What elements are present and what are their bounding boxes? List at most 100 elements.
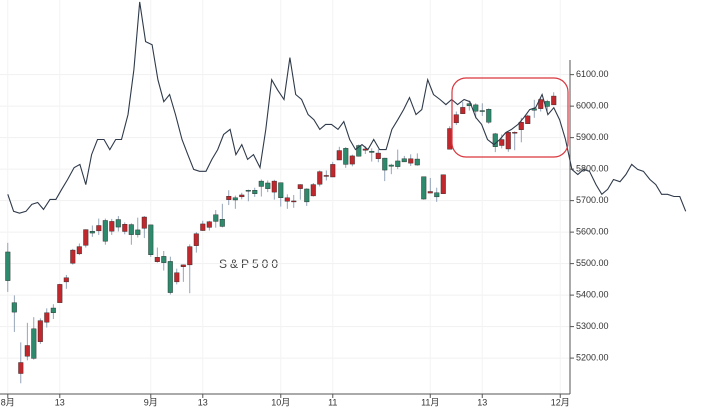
candle-body (473, 104, 479, 112)
candle-body (505, 132, 511, 150)
y-tick-label: 5300.00 (576, 321, 609, 331)
candle-body (167, 261, 173, 293)
candle-body (369, 150, 375, 153)
candle-body (375, 152, 381, 159)
y-tick-label: 5700.00 (576, 195, 609, 205)
candle-body (187, 246, 193, 266)
candle-body (401, 158, 407, 163)
x-tick-label: 10月 (271, 397, 290, 407)
candle-body (310, 184, 316, 197)
x-tick-label: 8月 (1, 397, 15, 407)
candle-body (232, 197, 238, 201)
candle-body (304, 188, 310, 203)
candle-body (37, 320, 43, 342)
y-tick-label: 5800.00 (576, 164, 609, 174)
x-tick-label: 12月 (551, 397, 570, 407)
candle-body (499, 139, 505, 146)
candle-body (50, 307, 56, 313)
candle-body (174, 272, 180, 283)
candle-body (512, 132, 518, 134)
candle-body (109, 221, 115, 232)
candle-body (135, 229, 141, 235)
candle-body (297, 184, 303, 189)
candle-body (161, 256, 167, 263)
candle-body (128, 224, 134, 235)
candle-body (479, 110, 485, 112)
annotation: S&P500 (219, 257, 281, 271)
candle-body (323, 175, 329, 177)
candle-body (538, 99, 544, 109)
y-tick-label: 5200.00 (576, 352, 609, 362)
candle-body (343, 148, 349, 165)
candle-body (421, 176, 427, 200)
candle-body (447, 128, 453, 150)
candle-body (440, 174, 446, 194)
candle-body (180, 264, 186, 267)
candle-body (18, 362, 24, 374)
candle-body (11, 302, 17, 313)
y-tick-label: 5500.00 (576, 258, 609, 268)
candle-body (330, 164, 336, 178)
overlay-line (7, 1, 687, 214)
candle-body (317, 171, 323, 185)
candle-body (492, 133, 498, 147)
candle-body (239, 194, 245, 198)
candle-body (206, 221, 212, 228)
candle-body (193, 233, 199, 246)
candle-body (252, 190, 258, 194)
candle-body (278, 182, 284, 198)
candle-body (453, 114, 459, 124)
candle-body (96, 225, 102, 232)
candle-body (525, 115, 531, 124)
candle-body (219, 219, 225, 227)
candle-body (44, 312, 50, 323)
candle-body (122, 224, 128, 232)
candle-body (258, 180, 264, 187)
candle-body (115, 219, 121, 228)
candle-body (356, 145, 362, 157)
candle-body (141, 216, 147, 229)
candle-body (57, 284, 63, 303)
x-tick-label: 11月 (421, 397, 439, 407)
candle-body (70, 249, 76, 264)
y-tick-label: 6100.00 (576, 69, 609, 79)
candle-body (154, 257, 160, 262)
candle-body (388, 164, 394, 167)
candle-body (382, 157, 388, 171)
y-tick-label: 5400.00 (576, 289, 609, 299)
candle-body (63, 277, 69, 283)
candle-body (551, 95, 557, 106)
candle-body (414, 158, 420, 166)
candle-body (271, 180, 277, 193)
x-tick-label: 13 (55, 397, 65, 407)
candle-body (24, 345, 30, 357)
candle-body (434, 192, 440, 198)
highlight-box (451, 77, 569, 158)
x-tick-label: 13 (477, 397, 487, 407)
y-tick-label: 6000.00 (576, 101, 609, 111)
candle-body (284, 197, 290, 202)
candle-body (408, 158, 414, 164)
candle-body (349, 155, 355, 165)
x-tick-label: 9月 (144, 397, 158, 407)
candle-body (226, 196, 232, 200)
candle-body (83, 229, 89, 246)
candle-body (518, 121, 524, 130)
candle-body (102, 220, 108, 242)
candle-body (200, 223, 206, 231)
candle-body (213, 214, 219, 222)
x-tick-label: 11 (328, 397, 337, 407)
candle-body (427, 191, 433, 194)
candle-body (148, 224, 154, 255)
candle-body (460, 107, 466, 114)
candle-body (76, 246, 82, 255)
candle-body (89, 230, 95, 234)
candle-body (291, 200, 297, 203)
candle-body (31, 328, 37, 359)
candle-body (395, 160, 401, 167)
candle-body (265, 182, 271, 189)
candle-body (5, 251, 11, 281)
y-tick-label: 5600.00 (576, 226, 609, 236)
candle-body (486, 109, 492, 123)
